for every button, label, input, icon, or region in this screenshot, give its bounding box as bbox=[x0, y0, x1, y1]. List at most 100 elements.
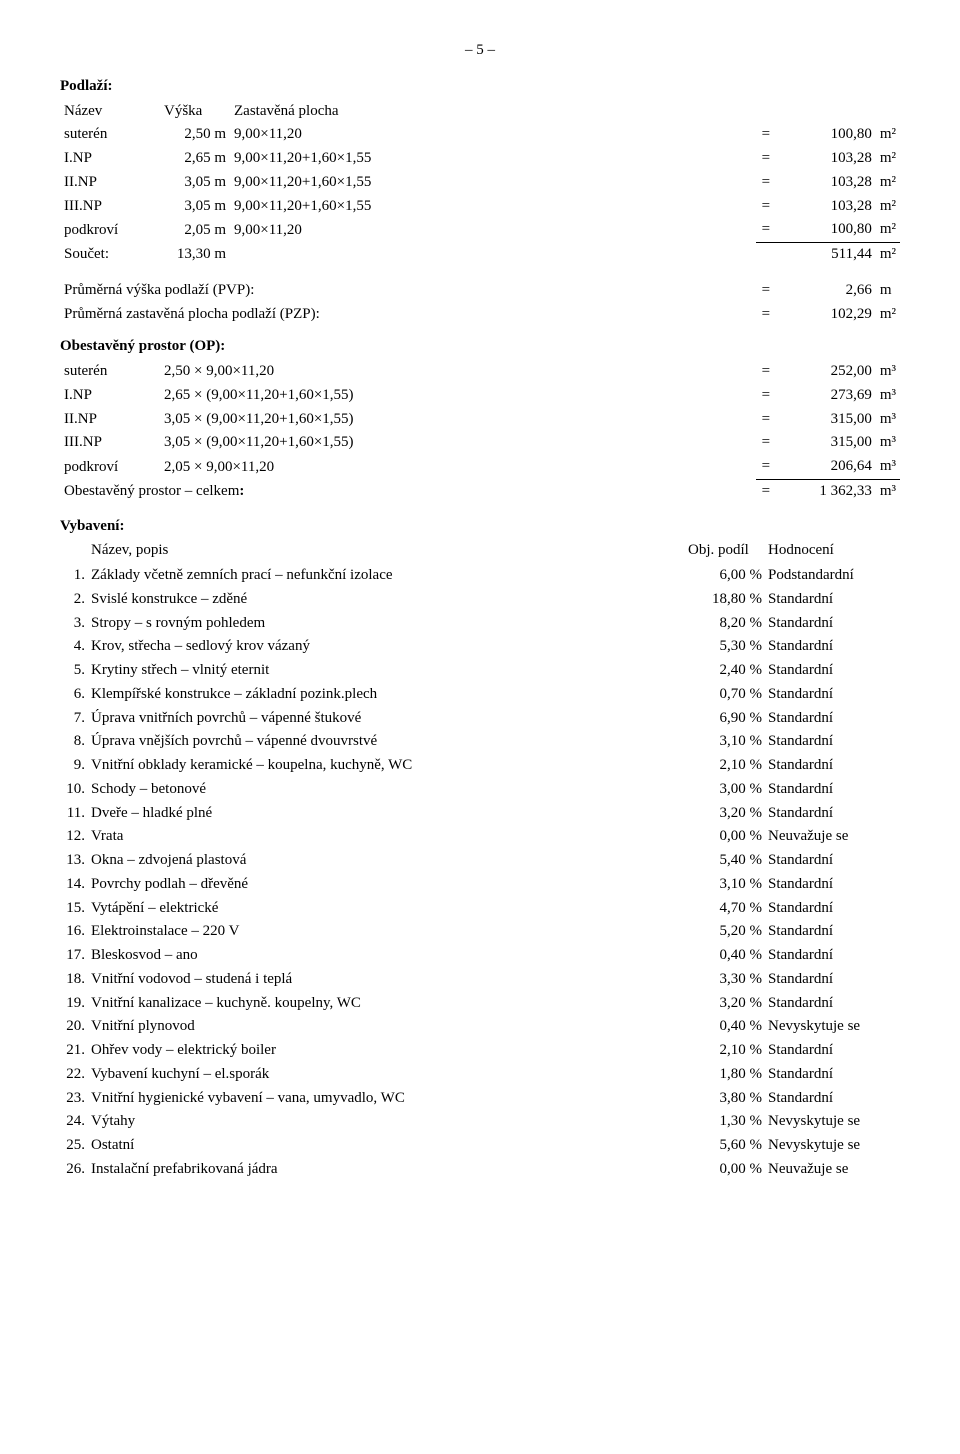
cell: m³ bbox=[876, 360, 900, 384]
cell-evaluation: Standardní bbox=[765, 778, 900, 802]
cell-name: Okna – zdvojená plastová bbox=[88, 849, 685, 873]
cell: 2,65 m bbox=[160, 147, 230, 171]
cell: = bbox=[756, 147, 776, 171]
cell-number: 4. bbox=[60, 635, 88, 659]
cell-name: Vnitřní vodovod – studená i teplá bbox=[88, 968, 685, 992]
table-row: 18.Vnitřní vodovod – studená i teplá3,30… bbox=[60, 968, 900, 992]
table-row: Průměrná zastavěná plocha podlaží (PZP):… bbox=[60, 303, 900, 327]
cell-evaluation: Standardní bbox=[765, 1063, 900, 1087]
cell-percent: 0,00 % bbox=[685, 1158, 765, 1182]
cell: 9,00×11,20+1,60×1,55 bbox=[230, 171, 480, 195]
cell-percent: 1,30 % bbox=[685, 1110, 765, 1134]
section-podlazi-heading: Podlaží: bbox=[60, 76, 900, 98]
cell-number: 9. bbox=[60, 754, 88, 778]
cell-evaluation: Nevyskytuje se bbox=[765, 1015, 900, 1039]
cell: = bbox=[756, 360, 776, 384]
cell: 511,44 bbox=[776, 243, 876, 267]
cell-percent: 6,90 % bbox=[685, 707, 765, 731]
cell-percent: 3,10 % bbox=[685, 730, 765, 754]
cell-name: Vrata bbox=[88, 825, 685, 849]
cell-name: Povrchy podlah – dřevěné bbox=[88, 873, 685, 897]
table-row: 2.Svislé konstrukce – zděné18,80 %Standa… bbox=[60, 588, 900, 612]
table-row-sum: Součet: 13,30 m 511,44 m² bbox=[60, 243, 900, 267]
cell-number: 12. bbox=[60, 825, 88, 849]
cell-percent: 3,80 % bbox=[685, 1087, 765, 1111]
cell-percent: 5,20 % bbox=[685, 920, 765, 944]
table-row: I.NP 2,65 m 9,00×11,20+1,60×1,55 = 103,2… bbox=[60, 147, 900, 171]
cell-name: Dveře – hladké plné bbox=[88, 802, 685, 826]
cell-percent: 3,30 % bbox=[685, 968, 765, 992]
cell: m³ bbox=[876, 455, 900, 479]
table-row: 19.Vnitřní kanalizace – kuchyně. koupeln… bbox=[60, 992, 900, 1016]
cell: Obestavěný prostor – celkem: bbox=[60, 479, 480, 503]
cell-percent: 6,00 % bbox=[685, 564, 765, 588]
cell-percent: 2,40 % bbox=[685, 659, 765, 683]
cell: III.NP bbox=[60, 195, 160, 219]
cell: m² bbox=[876, 171, 900, 195]
cell: = bbox=[756, 195, 776, 219]
cell: m² bbox=[876, 195, 900, 219]
cell-number: 21. bbox=[60, 1039, 88, 1063]
cell-number: 16. bbox=[60, 920, 88, 944]
table-row: II.NP 3,05 × (9,00×11,20+1,60×1,55) = 31… bbox=[60, 408, 900, 432]
table-row: 4.Krov, střecha – sedlový krov vázaný5,3… bbox=[60, 635, 900, 659]
table-row: 12.Vrata0,00 %Neuvažuje se bbox=[60, 825, 900, 849]
cell-number: 14. bbox=[60, 873, 88, 897]
cell-number: 10. bbox=[60, 778, 88, 802]
table-row: 7.Úprava vnitřních povrchů – vápenné štu… bbox=[60, 707, 900, 731]
cell-percent: 3,20 % bbox=[685, 802, 765, 826]
cell: Průměrná výška podlaží (PVP): bbox=[60, 279, 420, 303]
cell-percent: 0,00 % bbox=[685, 825, 765, 849]
table-row: 10.Schody – betonové3,00 %Standardní bbox=[60, 778, 900, 802]
table-row: podkroví 2,05 m 9,00×11,20 = 100,80 m² bbox=[60, 218, 900, 242]
cell-percent: 8,20 % bbox=[685, 612, 765, 636]
cell-evaluation: Standardní bbox=[765, 683, 900, 707]
cell: podkroví bbox=[60, 218, 160, 242]
cell: 9,00×11,20 bbox=[230, 218, 480, 242]
cell-evaluation: Nevyskytuje se bbox=[765, 1134, 900, 1158]
cell: III.NP bbox=[60, 431, 160, 455]
table-row: 11.Dveře – hladké plné3,20 %Standardní bbox=[60, 802, 900, 826]
cell-evaluation: Standardní bbox=[765, 873, 900, 897]
cell: II.NP bbox=[60, 171, 160, 195]
cell: 100,80 bbox=[776, 123, 876, 147]
cell: = bbox=[756, 218, 776, 242]
cell: 2,50 m bbox=[160, 123, 230, 147]
table-row: 23.Vnitřní hygienické vybavení – vana, u… bbox=[60, 1087, 900, 1111]
table-row: Průměrná výška podlaží (PVP): = 2,66 m bbox=[60, 279, 900, 303]
cell: 103,28 bbox=[776, 171, 876, 195]
cell-name: Vytápění – elektrické bbox=[88, 897, 685, 921]
cell-evaluation: Neuvažuje se bbox=[765, 1158, 900, 1182]
cell-number: 7. bbox=[60, 707, 88, 731]
cell-name: Krov, střecha – sedlový krov vázaný bbox=[88, 635, 685, 659]
cell-percent: 3,10 % bbox=[685, 873, 765, 897]
cell: 1 362,33 bbox=[776, 479, 876, 503]
cell-number: 23. bbox=[60, 1087, 88, 1111]
cell-number: 1. bbox=[60, 564, 88, 588]
cell: = bbox=[756, 171, 776, 195]
cell-number: 24. bbox=[60, 1110, 88, 1134]
cell-evaluation: Neuvažuje se bbox=[765, 825, 900, 849]
cell-evaluation: Podstandardní bbox=[765, 564, 900, 588]
cell-name: Stropy – s rovným pohledem bbox=[88, 612, 685, 636]
cell-number: 17. bbox=[60, 944, 88, 968]
cell: Průměrná zastavěná plocha podlaží (PZP): bbox=[60, 303, 420, 327]
cell-evaluation: Nevyskytuje se bbox=[765, 1110, 900, 1134]
cell-percent: 2,10 % bbox=[685, 754, 765, 778]
cell bbox=[230, 243, 480, 267]
cell: 9,00×11,20 bbox=[230, 123, 480, 147]
cell: m bbox=[876, 279, 900, 303]
cell: suterén bbox=[60, 123, 160, 147]
cell-number: 20. bbox=[60, 1015, 88, 1039]
cell-number: 26. bbox=[60, 1158, 88, 1182]
cell: I.NP bbox=[60, 384, 160, 408]
cell-number: 2. bbox=[60, 588, 88, 612]
cell: m² bbox=[876, 123, 900, 147]
table-row: 3.Stropy – s rovným pohledem8,20 %Standa… bbox=[60, 612, 900, 636]
col-hodnoceni: Hodnocení bbox=[765, 539, 900, 564]
cell-name: Základy včetně zemních prací – nefunkční… bbox=[88, 564, 685, 588]
cell: m² bbox=[876, 303, 900, 327]
cell-name: Vybavení kuchyní – el.sporák bbox=[88, 1063, 685, 1087]
podlazi-table: Název Výška Zastavěná plocha suterén 2,5… bbox=[60, 100, 900, 267]
cell: 206,64 bbox=[776, 455, 876, 479]
